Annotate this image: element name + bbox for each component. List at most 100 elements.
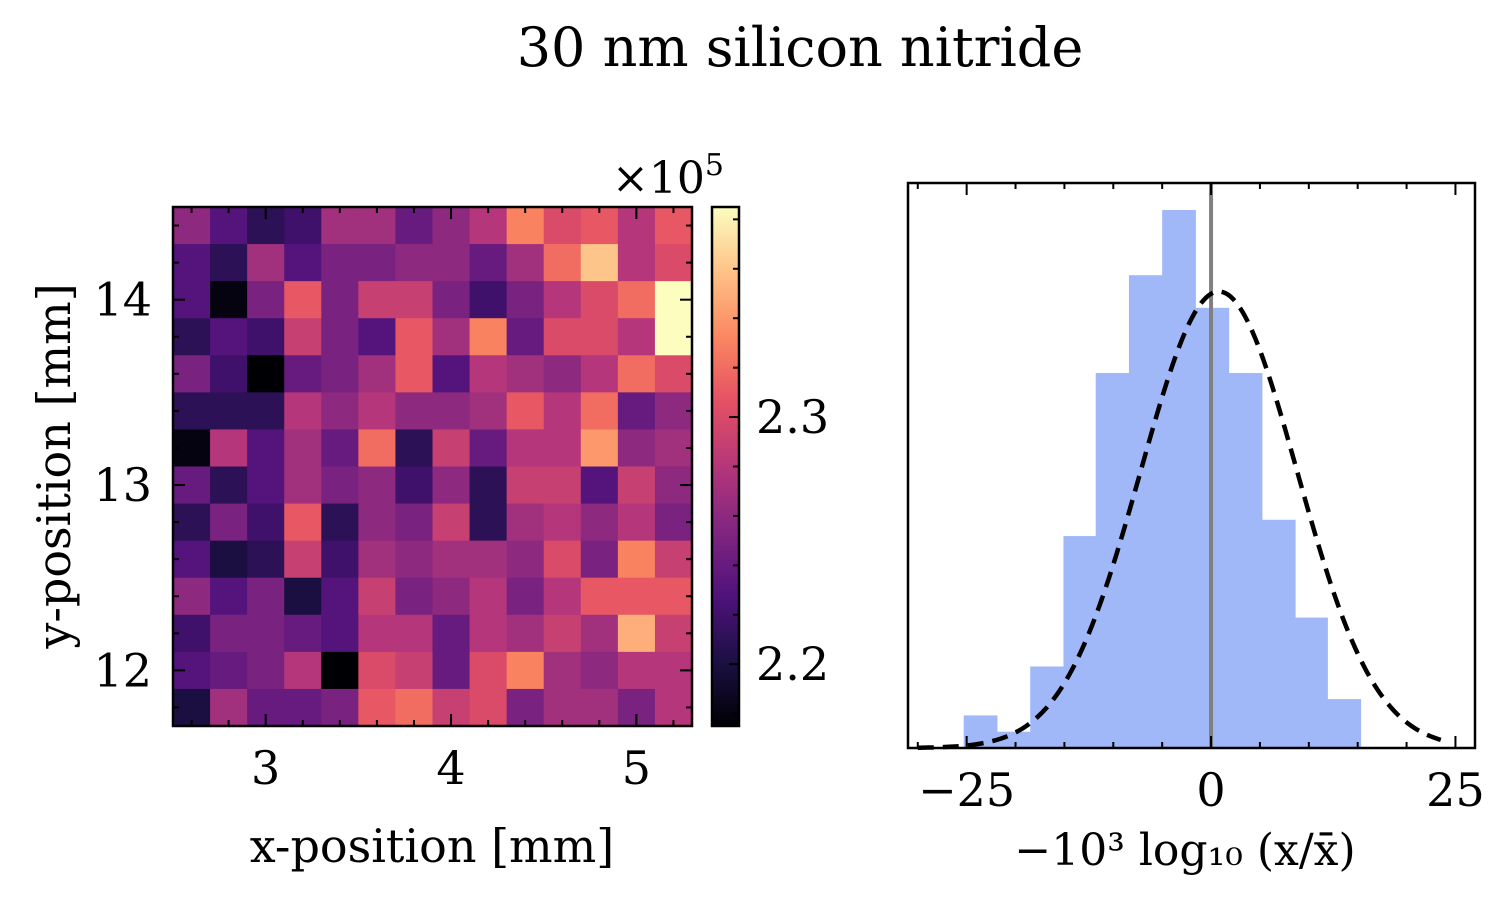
heatmap-cell xyxy=(210,281,248,319)
heatmap-cell xyxy=(210,355,248,393)
heatmap-cell xyxy=(432,614,471,653)
heatmap-cell xyxy=(580,577,619,616)
heatmap-cell xyxy=(321,355,359,393)
colorbar-offset-label: ×105 xyxy=(612,148,724,204)
heatmap-cell xyxy=(395,281,434,319)
heatmap-cell xyxy=(395,540,434,579)
heatmap-cell xyxy=(617,355,656,393)
heatmap-cell xyxy=(469,466,508,505)
heatmap-cell xyxy=(358,577,397,616)
heatmap-cell xyxy=(580,429,619,468)
heatmap-cell xyxy=(247,503,285,542)
heatmap-cell xyxy=(395,651,434,690)
heatmap-cell xyxy=(210,651,248,690)
heatmap-cell xyxy=(395,207,434,245)
heatmap-cell xyxy=(580,318,619,356)
heatmap-cell xyxy=(580,614,619,653)
heatmap-cell xyxy=(284,614,322,653)
heatmap-cell xyxy=(210,540,248,579)
colorbar-ticks: 2.2 2.3 xyxy=(729,218,829,715)
heatmap-cell xyxy=(506,577,545,616)
heatmap-cell xyxy=(469,281,508,319)
heatmap-cell xyxy=(173,355,211,393)
heatmap-cell xyxy=(321,540,359,579)
colorbar-frame xyxy=(710,205,741,728)
heatmap-cell xyxy=(321,392,359,431)
x-tick-label: 5 xyxy=(622,741,651,795)
heatmap-cell xyxy=(173,540,211,579)
heatmap-ticks: 3 4 5 12 13 14 xyxy=(93,207,692,795)
hist-x-tick-label: 0 xyxy=(1196,763,1225,817)
heatmap-cell xyxy=(247,651,285,690)
heatmap-cell xyxy=(395,614,434,653)
heatmap-cell xyxy=(358,429,397,468)
heatmap-cell xyxy=(506,651,545,690)
heatmap-cell xyxy=(358,244,397,282)
heatmap-cell xyxy=(247,540,285,579)
colorbar: 2.2 2.3 ×105 xyxy=(612,148,829,728)
heatmap-cell xyxy=(321,281,359,319)
heatmap-cell xyxy=(617,281,656,319)
heatmap-cell xyxy=(506,355,545,393)
heatmap-cell xyxy=(580,207,619,245)
heatmap-cell xyxy=(358,466,397,505)
heatmap-cell xyxy=(395,355,434,393)
heatmap-cell xyxy=(358,318,397,356)
histogram-bar xyxy=(1063,536,1097,748)
heatmap-cell xyxy=(284,355,322,393)
heatmap-cell xyxy=(469,207,508,245)
heatmap-cell xyxy=(284,207,322,245)
heatmap-cell xyxy=(432,244,471,282)
heatmap-cell xyxy=(617,540,656,579)
heatmap-cell xyxy=(543,207,582,245)
heatmap-cell xyxy=(543,429,582,468)
gaussian-fit-curve xyxy=(917,289,1442,750)
heatmap-cell xyxy=(321,651,359,690)
heatmap-cell xyxy=(432,651,471,690)
heatmap-cell xyxy=(247,355,285,393)
heatmap-cell xyxy=(432,392,471,431)
heatmap-cell xyxy=(506,392,545,431)
heatmap-cell xyxy=(173,244,211,282)
heatmap-cell xyxy=(284,318,322,356)
heatmap-cell xyxy=(469,577,508,616)
heatmap-cell xyxy=(358,540,397,579)
heatmap-cell xyxy=(580,466,619,505)
heatmap-cell xyxy=(543,355,582,393)
heatmap-cell xyxy=(506,244,545,282)
heatmap-cell xyxy=(543,318,582,356)
heatmap-cell xyxy=(321,429,359,468)
heatmap-cell xyxy=(173,318,211,356)
heatmap-cell xyxy=(432,466,471,505)
heatmap-cell xyxy=(506,540,545,579)
x-tick-label: 4 xyxy=(436,741,465,795)
heatmap-cell xyxy=(543,466,582,505)
histogram-frame xyxy=(906,181,1477,750)
heatmap-cell xyxy=(580,281,619,319)
heatmap-cell xyxy=(506,503,545,542)
heatmap-cell xyxy=(210,466,248,505)
heatmap-cell xyxy=(395,466,434,505)
x-tick-label: 3 xyxy=(251,741,280,795)
heatmap-cell xyxy=(506,281,545,319)
hist-x-tick-label: 25 xyxy=(1426,763,1485,817)
histogram-xlabel: −10³ log₁₀ (x/x̄) xyxy=(1014,825,1355,876)
heatmap-cell xyxy=(432,355,471,393)
heatmap-cell xyxy=(395,392,434,431)
heatmap-cell xyxy=(506,466,545,505)
heatmap-cell xyxy=(358,355,397,393)
heatmap-cell xyxy=(321,614,359,653)
heatmap-cell xyxy=(432,577,471,616)
heatmap-cell xyxy=(321,244,359,282)
heatmap-cell xyxy=(469,540,508,579)
histogram-bar xyxy=(1162,210,1196,748)
heatmap-cell xyxy=(321,577,359,616)
histogram-bars xyxy=(963,210,1362,748)
heatmap-cell xyxy=(395,244,434,282)
heatmap-cell xyxy=(469,318,508,356)
histogram-bar xyxy=(1228,373,1263,748)
heatmap-cell xyxy=(580,651,619,690)
heatmap-cell xyxy=(247,577,285,616)
histogram-panel: −25 0 25 −10³ log₁₀ (x/x̄) xyxy=(906,181,1485,876)
heatmap-cell xyxy=(284,577,322,616)
